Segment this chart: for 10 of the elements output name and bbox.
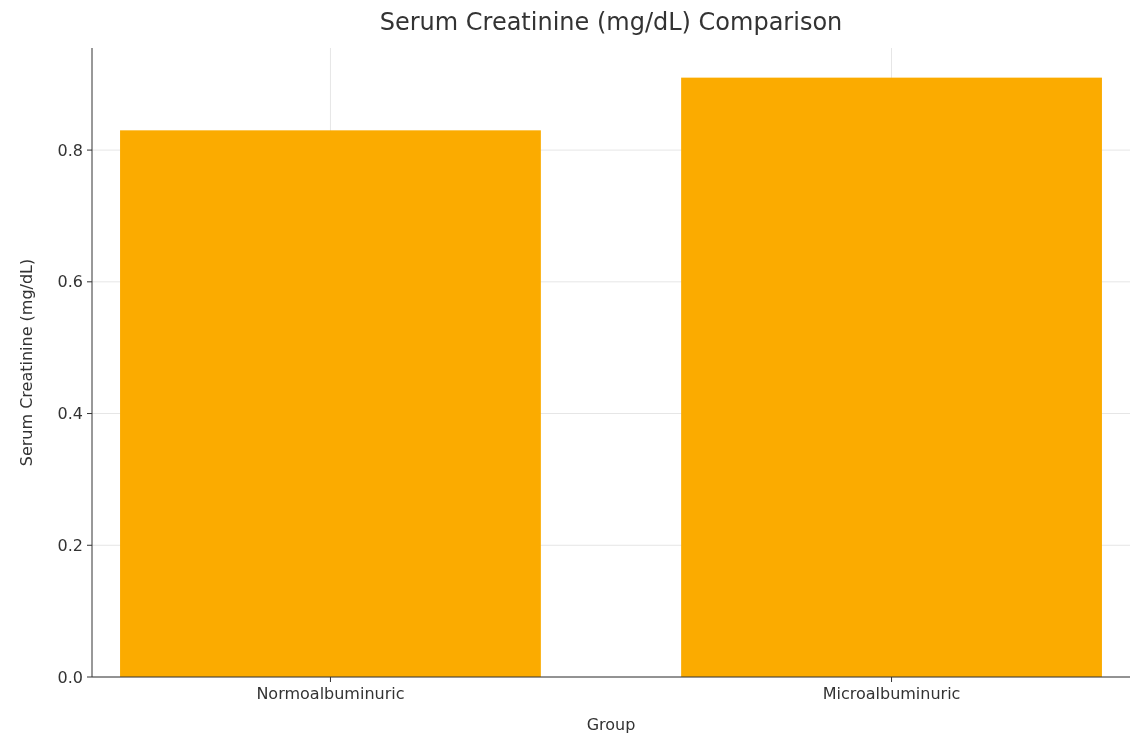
x-axis-title: Group [586,715,636,734]
y-axis-title: Serum Creatinine (mg/dL) [17,258,36,467]
y-tick-label: 0.8 [57,140,83,160]
y-tick-label: 0.6 [57,272,83,292]
y-tick-label: 0.0 [57,667,83,687]
x-tick-label: Normoalbuminuric [256,684,405,703]
chart-title: Serum Creatinine (mg/dL) Comparison [379,8,843,36]
x-tick-label: Microalbuminuric [822,684,961,703]
y-tick-label: 0.4 [57,404,83,424]
y-tick-label: 0.2 [57,535,83,555]
